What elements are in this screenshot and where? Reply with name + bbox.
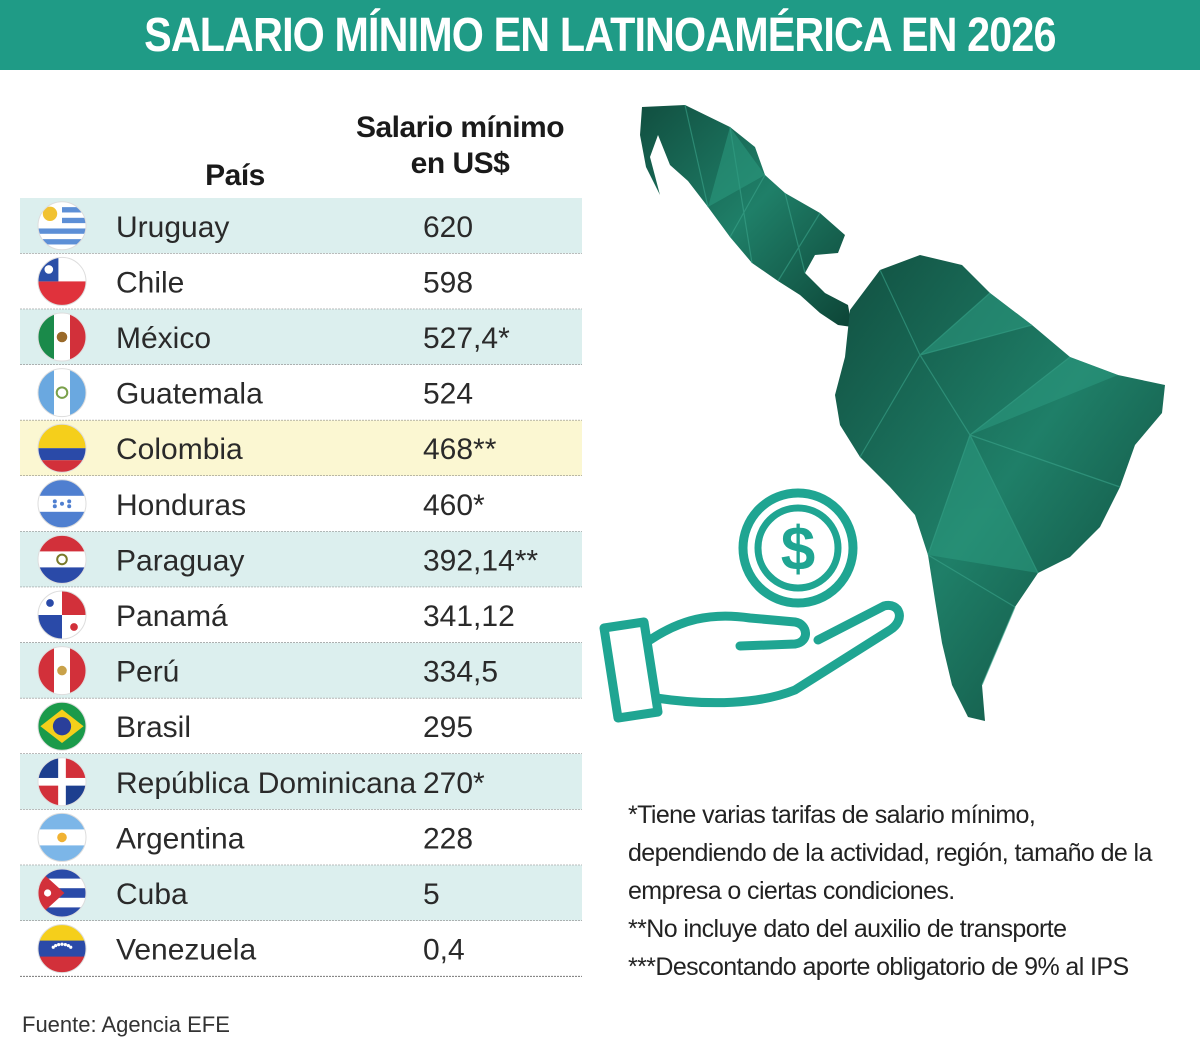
guatemala-flag-icon (37, 368, 87, 418)
hand-holding-coin-icon: $ (599, 488, 904, 723)
honduras-flag-icon (37, 479, 87, 529)
dollar-sign-icon: $ (781, 515, 815, 584)
column-header-salary-line2: en US$ (410, 147, 510, 180)
column-header-salary: Salario mínimo en US$ (340, 110, 580, 182)
table-row: Paraguay 392,14** (20, 531, 582, 588)
country-name: Argentina (116, 822, 245, 855)
salary-table: Uruguay 620 Chile 598 México 527,4* Guatemala 5… (20, 198, 582, 977)
paraguay-flag-icon (37, 534, 87, 584)
row-background (20, 754, 582, 810)
table-row: Cuba 5 (20, 865, 582, 922)
table-row: Honduras 460* (20, 476, 582, 533)
table-row: México 527,4* (20, 309, 582, 366)
table-row: Guatemala 524 (20, 364, 582, 421)
colombia-flag-icon (37, 423, 87, 473)
country-name: Panamá (116, 600, 228, 633)
chile-flag-icon (37, 256, 87, 306)
salary-value: 270* (423, 767, 485, 800)
panama-flag-icon (37, 590, 87, 640)
row-background (20, 698, 582, 754)
salary-value: 392,14** (423, 544, 538, 577)
latin-america-map-icon (640, 104, 1165, 721)
salary-value: 0,4 (423, 934, 465, 967)
table-row: Chile 598 (20, 253, 582, 310)
country-name: República Dominicana (116, 767, 416, 800)
country-name: Honduras (116, 489, 246, 522)
row-background (20, 198, 582, 254)
brazil-flag-icon (37, 701, 87, 751)
dominican-republic-flag-icon (37, 757, 87, 807)
source-credit: Fuente: Agencia EFE (22, 1012, 230, 1037)
table-row: República Dominicana 270* (20, 754, 582, 811)
salary-value: 341,12 (423, 600, 515, 633)
cuba-flag-icon (37, 868, 87, 918)
venezuela-flag-icon (37, 924, 87, 974)
salary-value: 228 (423, 822, 473, 855)
salary-value: 524 (423, 378, 473, 411)
page-title: SALARIO MÍNIMO EN LATINOAMÉRICA EN 2026 (144, 8, 1056, 62)
title-bar: SALARIO MÍNIMO EN LATINOAMÉRICA EN 2026 (0, 0, 1200, 70)
peru-flag-icon (37, 646, 87, 696)
salary-value: 620 (423, 211, 473, 244)
table-row: Colombia 468** (20, 420, 582, 477)
row-background (20, 476, 582, 532)
row-background (20, 531, 582, 588)
table-row: Panamá 341,12 (20, 587, 582, 644)
row-background (20, 920, 582, 977)
column-header-salary-line1: Salario mínimo (355, 111, 565, 144)
row-background (20, 865, 582, 921)
salary-value: 527,4* (423, 322, 510, 355)
row-background (20, 642, 582, 699)
row-background (20, 587, 582, 643)
salary-value: 598 (423, 266, 473, 299)
country-name: Brasil (116, 711, 191, 744)
country-name: Guatemala (116, 378, 263, 411)
column-header-country: País (205, 159, 265, 192)
row-background (20, 809, 582, 866)
uruguay-flag-icon (37, 201, 87, 251)
country-name: Cuba (116, 878, 188, 911)
row-background (20, 309, 582, 365)
table-row: Perú 334,5 (20, 642, 582, 699)
row-background (20, 253, 582, 310)
salary-value: 5 (423, 878, 440, 911)
country-name: Colombia (116, 433, 243, 466)
country-name: Venezuela (116, 934, 256, 967)
table-row: Venezuela 0,4 (20, 920, 582, 977)
salary-value: 460* (423, 489, 485, 522)
salary-value: 468** (423, 433, 497, 466)
footnote-line: ***Descontando aporte obligatorio de 9% … (628, 953, 1129, 981)
country-name: Uruguay (116, 211, 229, 244)
footnote-line: empresa o ciertas condiciones. (628, 877, 955, 905)
row-background (20, 364, 582, 421)
country-name: Perú (116, 656, 179, 689)
argentina-flag-icon (37, 812, 87, 862)
salary-value: 334,5 (423, 656, 498, 689)
row-background (20, 420, 582, 476)
footnote-line: **No incluye dato del auxilio de transpo… (628, 915, 1067, 943)
salary-value: 295 (423, 711, 473, 744)
footnote-line: dependiendo de la actividad, región, tam… (628, 839, 1152, 867)
country-name: México (116, 322, 211, 355)
mexico-flag-icon (37, 312, 87, 362)
footnote-line: *Tiene varias tarifas de salario mínimo, (628, 801, 1036, 829)
country-name: Chile (116, 266, 184, 299)
table-row: Argentina 228 (20, 809, 582, 866)
table-row: Brasil 295 (20, 698, 582, 755)
country-name: Paraguay (116, 544, 244, 577)
table-row: Uruguay 620 (20, 198, 582, 255)
footnotes: *Tiene varias tarifas de salario mínimo,… (628, 796, 1193, 986)
